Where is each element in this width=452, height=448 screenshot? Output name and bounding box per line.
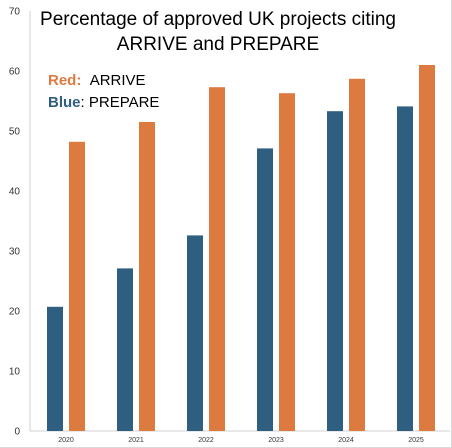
chart-title-line-2: ARRIVE and PREPARE [116, 34, 320, 55]
y-tick-label: 60 [9, 67, 21, 78]
x-tick-label: 2022 [198, 437, 214, 444]
legend-arrive-label: ARRIVE [89, 72, 146, 89]
bar-prepare-2022 [187, 235, 203, 431]
bar-arrive-2023 [279, 93, 295, 431]
y-tick-label: 40 [9, 187, 21, 198]
bar-prepare-2020 [47, 306, 63, 431]
chart-title-line-1: Percentage of approved UK projects citin… [40, 9, 396, 30]
y-tick-label: 0 [14, 427, 20, 438]
legend-prepare-label: : PREPARE [80, 94, 160, 111]
bar-prepare-2024 [327, 111, 343, 431]
bar-prepare-2021 [117, 268, 133, 431]
x-tick-label: 2025 [408, 437, 424, 444]
legend-blue-key: Blue [48, 94, 81, 111]
y-tick-label: 20 [9, 307, 21, 318]
bar-arrive-2020 [69, 141, 85, 432]
y-tick-label: 50 [9, 127, 21, 138]
x-tick-label: 2023 [268, 437, 284, 444]
x-tick-label: 2021 [128, 437, 144, 444]
legend-prepare: Blue: PREPARE [48, 94, 159, 111]
bar-prepare-2023 [257, 148, 273, 431]
bar-prepare-2025 [397, 106, 413, 432]
bar-arrive-2021 [139, 122, 155, 431]
bar-arrive-2024 [349, 78, 365, 432]
bar-arrive-2025 [419, 65, 435, 431]
x-tick-label: 2020 [58, 437, 74, 444]
bar-arrive-2022 [209, 87, 225, 431]
legend-red-key: Red: [48, 72, 82, 89]
x-tick-label: 2024 [338, 437, 354, 444]
y-tick-label: 70 [9, 7, 21, 18]
chart-title: Percentage of approved UK projects citin… [0, 7, 436, 57]
legend-arrive: Red: ARRIVE [48, 72, 146, 89]
y-tick-label: 30 [9, 247, 21, 258]
y-tick-label: 10 [9, 367, 21, 378]
